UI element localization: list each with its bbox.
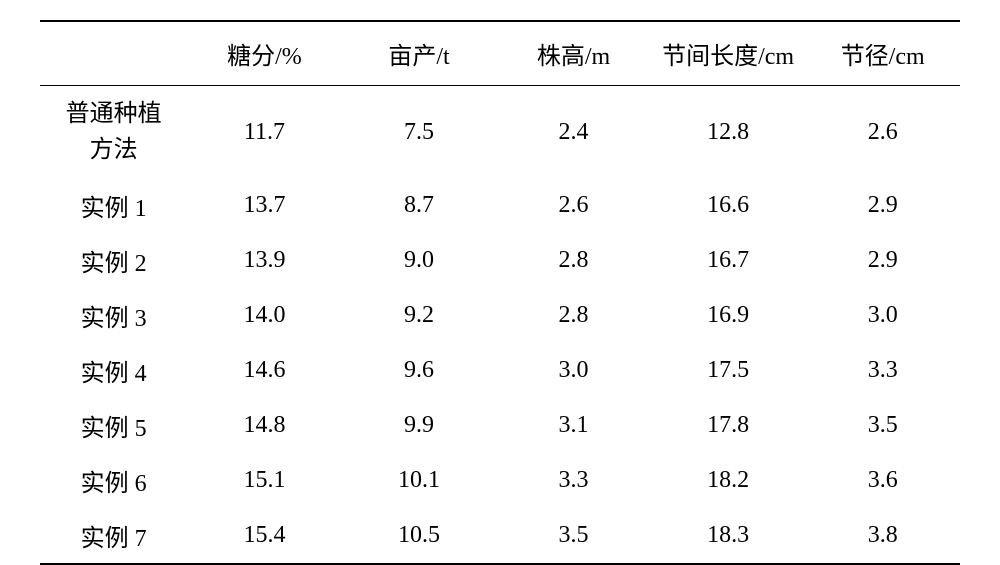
col-header-label: [40, 21, 187, 86]
cell-row1-label: 实例 1: [40, 178, 187, 233]
table-header: 糖分/% 亩产/t 株高/m 节间长度/cm 节径/cm: [40, 21, 960, 86]
cell-row7-yield: 10.5: [342, 508, 497, 564]
cell-row7-height: 3.5: [496, 508, 651, 564]
cell-row6-yield: 10.1: [342, 453, 497, 508]
cell-row2-label: 实例 2: [40, 233, 187, 288]
cell-row2-internode: 16.7: [651, 233, 806, 288]
cell-row0-sugar: 11.7: [187, 86, 342, 179]
table-row: 普通种植 方法 11.7 7.5 2.4 12.8 2.6: [40, 86, 960, 179]
cell-row3-height: 2.8: [496, 288, 651, 343]
cell-row3-sugar: 14.0: [187, 288, 342, 343]
cell-row0-label-line2: 方法: [90, 137, 138, 163]
cell-row5-sugar: 14.8: [187, 398, 342, 453]
table-body: 普通种植 方法 11.7 7.5 2.4 12.8 2.6 实例 1 13.7 …: [40, 86, 960, 565]
cell-row6-height: 3.3: [496, 453, 651, 508]
cell-row3-internode: 16.9: [651, 288, 806, 343]
cell-row3-diameter: 3.0: [805, 288, 960, 343]
cell-row5-height: 3.1: [496, 398, 651, 453]
data-table-container: 糖分/% 亩产/t 株高/m 节间长度/cm 节径/cm 普通种植 方法 11.…: [0, 0, 1000, 511]
col-header-internode: 节间长度/cm: [651, 21, 806, 86]
cell-row1-internode: 16.6: [651, 178, 806, 233]
cell-row1-height: 2.6: [496, 178, 651, 233]
cell-row1-diameter: 2.9: [805, 178, 960, 233]
cell-row7-sugar: 15.4: [187, 508, 342, 564]
cell-row4-label: 实例 4: [40, 343, 187, 398]
cell-row1-sugar: 13.7: [187, 178, 342, 233]
cell-row6-sugar: 15.1: [187, 453, 342, 508]
table-row: 实例 1 13.7 8.7 2.6 16.6 2.9: [40, 178, 960, 233]
cell-row4-diameter: 3.3: [805, 343, 960, 398]
col-header-height: 株高/m: [496, 21, 651, 86]
table-row: 实例 3 14.0 9.2 2.8 16.9 3.0: [40, 288, 960, 343]
table-row: 实例 2 13.9 9.0 2.8 16.7 2.9: [40, 233, 960, 288]
cell-row5-diameter: 3.5: [805, 398, 960, 453]
cell-row2-height: 2.8: [496, 233, 651, 288]
table-row: 实例 5 14.8 9.9 3.1 17.8 3.5: [40, 398, 960, 453]
cell-row0-label: 普通种植 方法: [40, 86, 187, 179]
cell-row0-height: 2.4: [496, 86, 651, 179]
table-header-row: 糖分/% 亩产/t 株高/m 节间长度/cm 节径/cm: [40, 21, 960, 86]
col-header-diameter: 节径/cm: [805, 21, 960, 86]
cell-row0-label-line1: 普通种植: [66, 101, 162, 127]
cell-row2-sugar: 13.9: [187, 233, 342, 288]
cell-row7-label: 实例 7: [40, 508, 187, 564]
cell-row5-label: 实例 5: [40, 398, 187, 453]
col-header-yield: 亩产/t: [342, 21, 497, 86]
cell-row3-label: 实例 3: [40, 288, 187, 343]
cell-row7-diameter: 3.8: [805, 508, 960, 564]
cell-row4-internode: 17.5: [651, 343, 806, 398]
cell-row6-internode: 18.2: [651, 453, 806, 508]
cell-row4-sugar: 14.6: [187, 343, 342, 398]
cell-row2-diameter: 2.9: [805, 233, 960, 288]
table-row: 实例 7 15.4 10.5 3.5 18.3 3.8: [40, 508, 960, 564]
cell-row5-internode: 17.8: [651, 398, 806, 453]
cell-row1-yield: 8.7: [342, 178, 497, 233]
col-header-sugar: 糖分/%: [187, 21, 342, 86]
cell-row0-yield: 7.5: [342, 86, 497, 179]
cell-row0-diameter: 2.6: [805, 86, 960, 179]
cell-row6-diameter: 3.6: [805, 453, 960, 508]
cell-row5-yield: 9.9: [342, 398, 497, 453]
cell-row4-height: 3.0: [496, 343, 651, 398]
table-row: 实例 4 14.6 9.6 3.0 17.5 3.3: [40, 343, 960, 398]
data-table: 糖分/% 亩产/t 株高/m 节间长度/cm 节径/cm 普通种植 方法 11.…: [40, 20, 960, 565]
cell-row0-internode: 12.8: [651, 86, 806, 179]
table-row: 实例 6 15.1 10.1 3.3 18.2 3.6: [40, 453, 960, 508]
cell-row6-label: 实例 6: [40, 453, 187, 508]
cell-row3-yield: 9.2: [342, 288, 497, 343]
cell-row2-yield: 9.0: [342, 233, 497, 288]
cell-row4-yield: 9.6: [342, 343, 497, 398]
cell-row7-internode: 18.3: [651, 508, 806, 564]
